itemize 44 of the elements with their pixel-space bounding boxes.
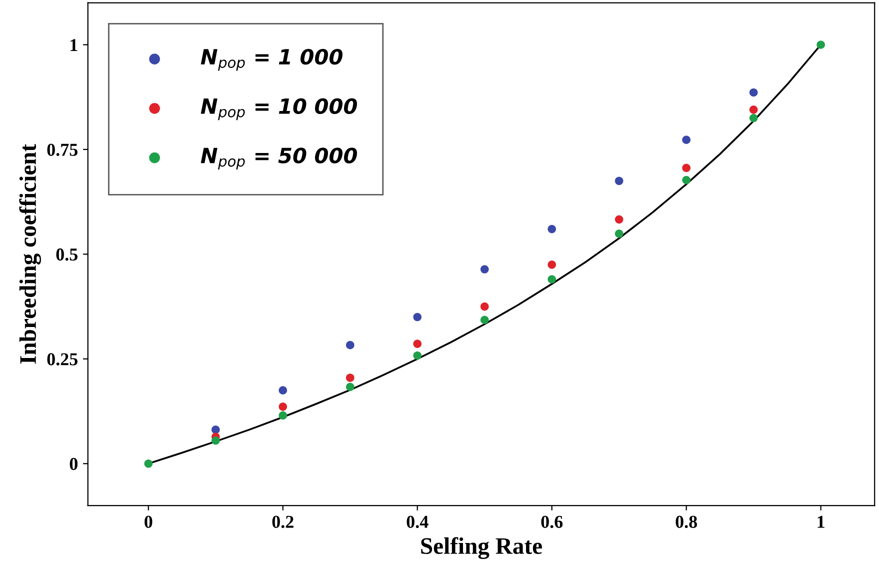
point <box>278 411 288 420</box>
point <box>749 105 758 114</box>
legend-label: N$_{pop}$ = 1 000 <box>200 48 342 71</box>
point <box>749 88 758 97</box>
point <box>614 215 624 224</box>
point <box>211 426 220 434</box>
point <box>548 224 556 234</box>
x-tick-label: 1 <box>818 516 824 528</box>
point <box>480 316 489 324</box>
legend-label: N$_{pop}$ = 50 000 <box>200 148 357 170</box>
x-tick-label: 0 <box>144 516 152 528</box>
point <box>413 312 422 322</box>
point <box>749 114 758 122</box>
point <box>346 382 354 392</box>
x-tick-label: 0.8 <box>676 516 698 528</box>
point <box>346 374 354 382</box>
point <box>346 340 354 350</box>
point <box>614 176 624 186</box>
point <box>211 436 220 445</box>
point <box>682 136 690 144</box>
x-tick-label: 0.2 <box>272 516 294 528</box>
y-tick-label: 0.25 <box>47 353 78 366</box>
y-tick-label: 0.5 <box>56 248 78 261</box>
x-tick-label: 0.4 <box>406 516 428 528</box>
y-tick-label: 0.75 <box>47 144 78 156</box>
point <box>278 386 288 394</box>
point <box>816 40 825 49</box>
point <box>548 275 556 284</box>
y-tick-label: 0 <box>70 458 78 470</box>
point <box>278 402 288 411</box>
point <box>480 265 489 274</box>
y-axis-title: Inbreeding coefficient <box>19 144 42 364</box>
x-axis-title: Selfing Rate <box>421 537 542 560</box>
x-tick-label: 0.6 <box>541 516 563 528</box>
point <box>614 229 624 238</box>
point <box>548 260 556 269</box>
point <box>144 459 153 468</box>
y-tick-label: 1 <box>70 39 78 51</box>
legend-label: N$_{pop}$ = 10 000 <box>200 98 357 120</box>
point <box>413 340 422 348</box>
point <box>413 351 422 360</box>
point <box>682 176 690 184</box>
point <box>682 164 690 172</box>
point <box>480 302 489 311</box>
